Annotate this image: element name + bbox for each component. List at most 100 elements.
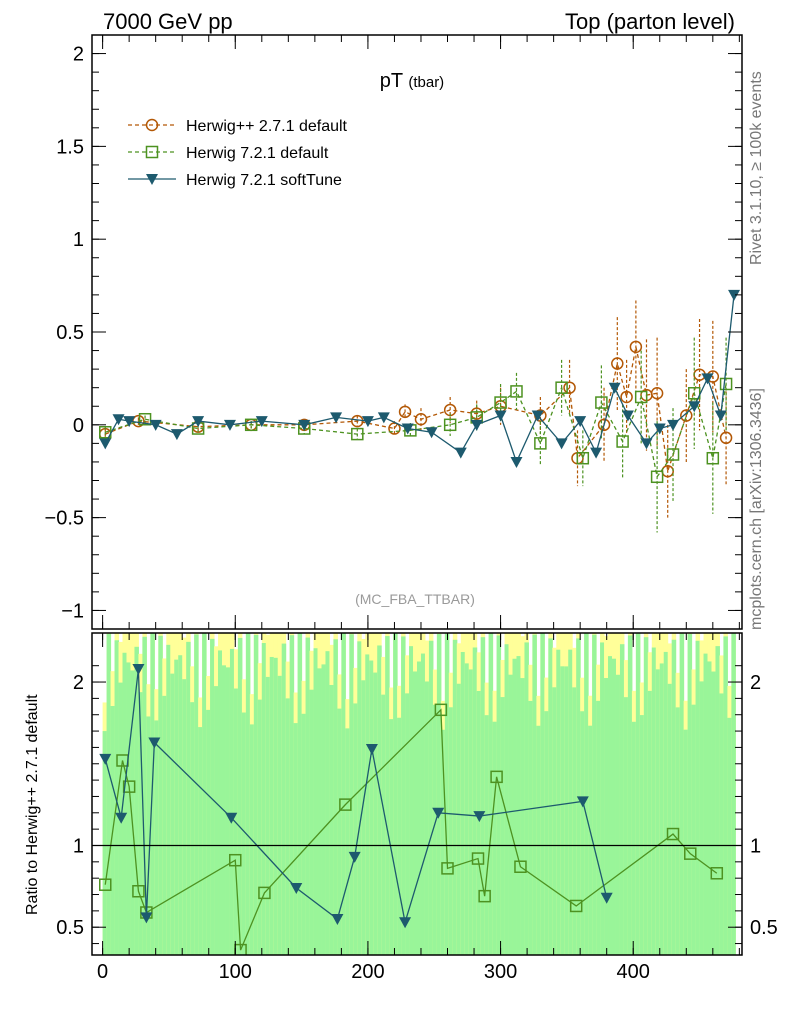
band-green: [424, 681, 430, 955]
main-series-1-point: [555, 381, 568, 394]
band-green: [305, 637, 311, 955]
x-tick-label: 100: [219, 961, 252, 983]
main-series-0-point: [629, 340, 643, 354]
band-green: [297, 633, 303, 955]
band-green: [428, 640, 434, 955]
band-green: [516, 656, 521, 955]
band-green: [695, 640, 701, 955]
ratio-series-1-point: [99, 753, 112, 765]
main-series-2-point: [555, 438, 568, 450]
main-series-2-point: [714, 410, 727, 422]
ratio-series-0-point: [339, 798, 352, 811]
main-series-1-point: [351, 427, 364, 441]
band-green: [604, 678, 609, 955]
band-green: [170, 673, 175, 955]
main-series-1-point: [706, 451, 720, 465]
main-series-0-point: [597, 418, 611, 432]
band-green: [146, 716, 151, 955]
main-series-1-point: [719, 377, 733, 391]
band-green: [126, 662, 131, 955]
band-green: [520, 678, 525, 955]
band-green: [313, 648, 319, 955]
band-green: [492, 721, 498, 955]
band-green: [552, 687, 557, 955]
band-green: [631, 721, 637, 955]
legend-marker: [145, 118, 159, 132]
main-y-tick-label: 1.5: [56, 136, 84, 158]
band-green: [405, 693, 410, 955]
ratio-series-1-point: [348, 851, 361, 863]
main-series-2-point: [149, 419, 162, 431]
main-y-tick-label: 1: [73, 229, 84, 251]
band-green: [699, 681, 705, 955]
main-series-2-point: [574, 416, 587, 428]
band-green: [719, 693, 724, 955]
band-green: [309, 689, 315, 955]
ratio-series-1-point: [331, 914, 344, 926]
band-green: [229, 648, 235, 955]
band-green: [659, 663, 665, 955]
main-series-2-point: [99, 438, 112, 450]
main-series-2-point: [590, 447, 603, 459]
band-green: [540, 633, 545, 955]
legend-label: Herwig 7.2.1 softTune: [186, 172, 342, 189]
main-series-2-point: [621, 410, 634, 422]
band-green: [218, 650, 223, 955]
main-series-2-point: [123, 416, 136, 428]
main-title: pT (tbar): [380, 70, 444, 92]
band-green: [277, 675, 283, 955]
band-green: [508, 674, 514, 955]
ratio-series-0-point: [471, 852, 485, 865]
band-green: [460, 651, 466, 955]
main-y-tick-label: 0: [73, 415, 84, 437]
band-green: [257, 699, 263, 955]
band-green: [261, 643, 267, 955]
band-green: [289, 635, 295, 955]
ratio-series-0-point: [229, 853, 242, 867]
ratio-series-1-point: [365, 744, 378, 756]
mcplots-label: mcplots.cern.ch [arXiv:1306.3436]: [748, 388, 765, 630]
band-green: [122, 652, 127, 955]
band-green: [432, 704, 438, 955]
band-green: [166, 644, 171, 955]
ratio-series-1-point: [140, 912, 153, 924]
band-green: [600, 642, 605, 955]
band-green: [293, 723, 299, 955]
main-series-2-point: [361, 416, 374, 428]
main-series-0-point: [650, 387, 664, 400]
band-green: [142, 636, 147, 955]
x-tick-label: 300: [484, 961, 517, 983]
main-series-1-point: [634, 390, 648, 404]
main-series-0-line: [105, 346, 727, 472]
band-green: [409, 646, 414, 955]
band-green: [353, 703, 358, 955]
main-series-0-point: [719, 431, 733, 445]
main-series-0-point: [680, 409, 693, 422]
header-right: Top (parton level): [565, 9, 735, 34]
ratio-series-1-point: [225, 812, 238, 824]
band-green: [627, 635, 633, 955]
analysis-label: (MC_FBA_TTBAR): [355, 591, 475, 607]
main-series-0-point: [611, 357, 624, 370]
main-series-2-point: [112, 414, 125, 426]
main-series-2-point: [640, 438, 653, 450]
band-green: [106, 633, 112, 955]
band-green: [548, 638, 553, 955]
main-series-2-point: [192, 416, 205, 428]
band-green: [401, 636, 406, 955]
band-green: [504, 644, 510, 955]
band-green: [651, 647, 657, 955]
band-green: [178, 655, 183, 955]
ratio-y-tick-label-right: 2: [750, 672, 761, 694]
band-green: [210, 638, 215, 955]
main-series-2-point: [608, 382, 621, 394]
band-green: [452, 639, 458, 955]
band-green: [162, 695, 167, 955]
ratio-series-0-point: [258, 886, 271, 900]
main-series-2-point: [377, 412, 390, 424]
main-series-2-point: [494, 410, 507, 422]
main-series-2-point: [701, 373, 714, 385]
band-green: [608, 656, 613, 955]
band-green: [194, 634, 199, 955]
